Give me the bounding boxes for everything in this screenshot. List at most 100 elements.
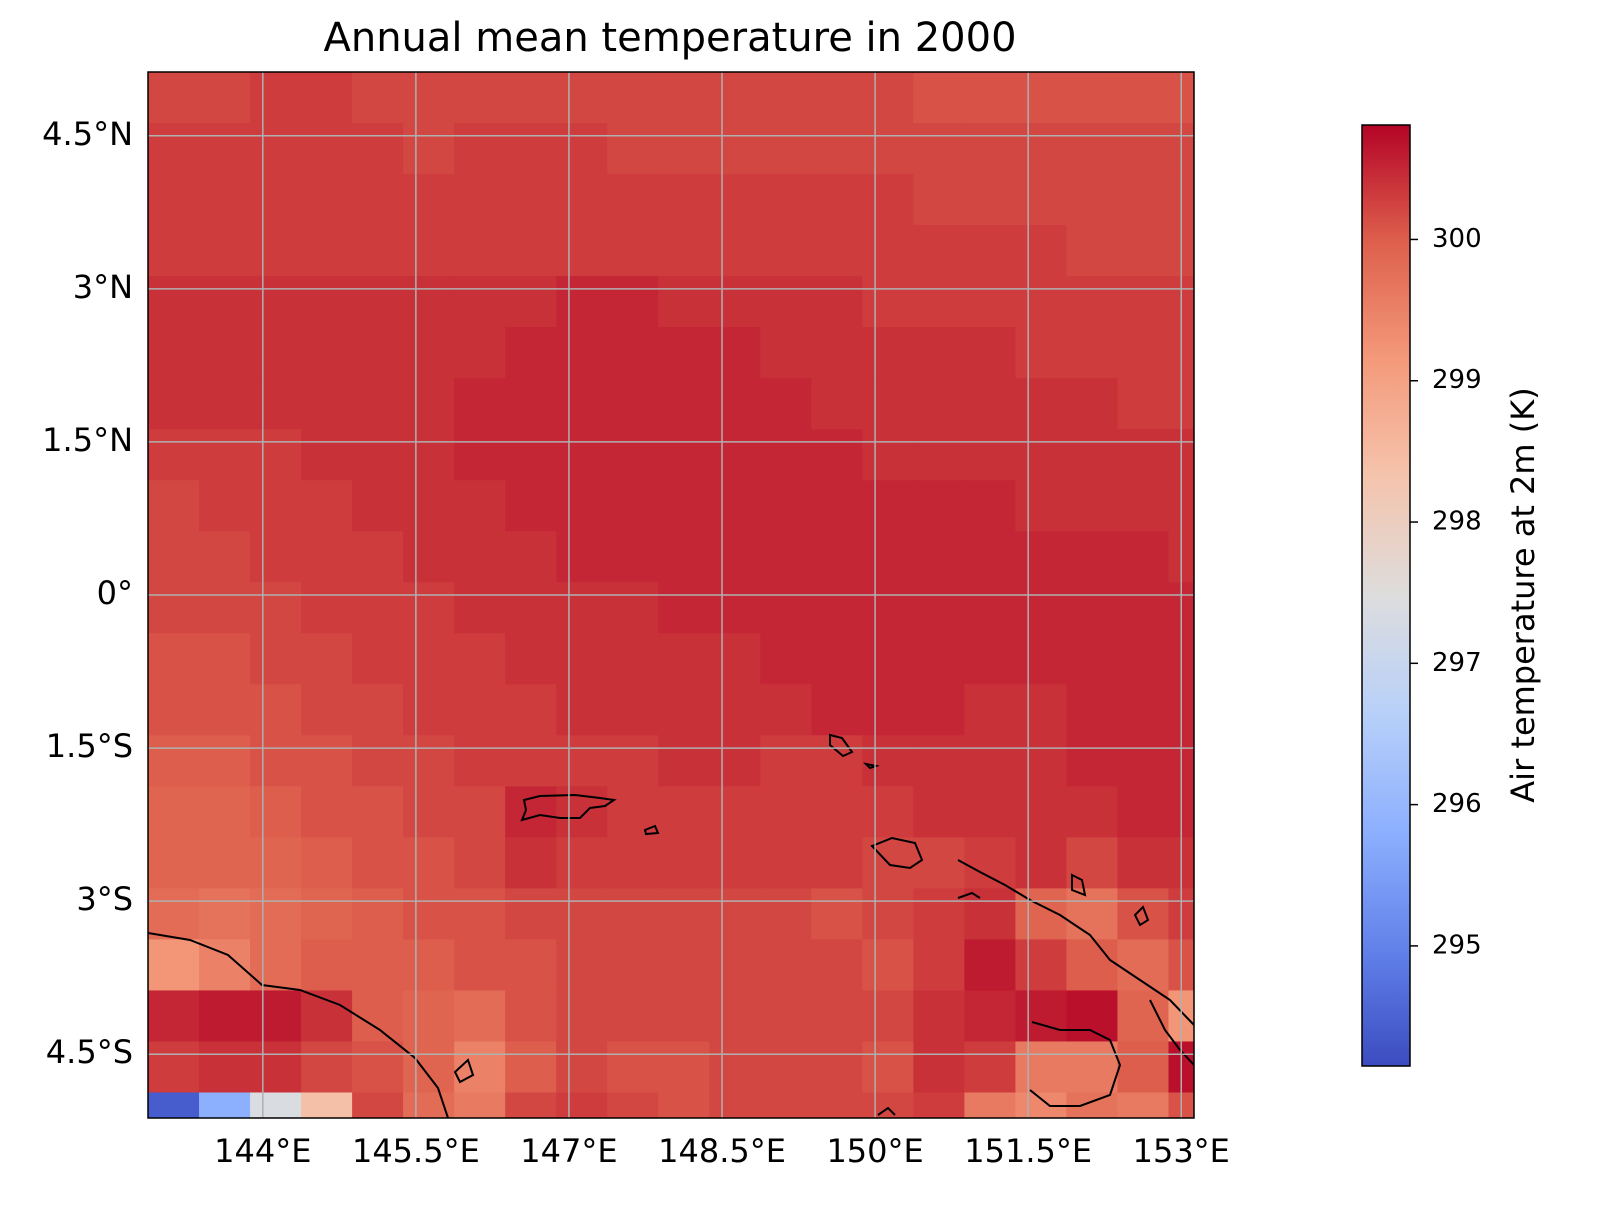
grid-cell	[403, 582, 455, 634]
grid-cell	[301, 225, 353, 277]
grid-cell	[505, 429, 557, 481]
grid-cell	[913, 1041, 965, 1094]
grid-cell	[862, 123, 914, 175]
grid-cell	[556, 327, 608, 379]
grid-cell	[658, 786, 710, 838]
grid-cell	[454, 735, 506, 787]
grid-cell	[658, 174, 710, 226]
grid-cell	[811, 327, 863, 379]
grid-cell	[709, 1041, 761, 1094]
grid-cell	[811, 531, 863, 583]
grid-cell	[1117, 786, 1170, 838]
grid-cell	[505, 786, 557, 838]
grid-cell	[964, 888, 1017, 941]
grid-cell	[811, 480, 863, 532]
grid-cell	[1117, 225, 1170, 277]
grid-cell	[199, 480, 251, 532]
grid-cell	[1066, 429, 1119, 481]
grid-cell	[148, 429, 200, 481]
grid-cell	[607, 735, 659, 787]
grid-cell	[199, 582, 251, 634]
grid-cell	[352, 633, 404, 685]
grid-cell	[199, 888, 251, 941]
grid-cell	[1066, 990, 1119, 1043]
grid-cell	[1117, 72, 1170, 124]
grid-cell	[505, 735, 557, 787]
grid-cell	[913, 888, 965, 941]
grid-cell	[505, 582, 557, 634]
grid-cell	[301, 684, 353, 736]
grid-cell	[1066, 888, 1119, 941]
grid-cell	[964, 837, 1017, 889]
grid-cell	[505, 378, 557, 430]
grid-cell	[607, 888, 659, 941]
grid-cell	[913, 378, 965, 430]
grid-cell	[250, 1041, 302, 1094]
grid-cell	[505, 1092, 557, 1118]
grid-cell	[301, 786, 353, 838]
grid-cell	[148, 633, 200, 685]
grid-cell	[505, 225, 557, 277]
grid-cell	[760, 72, 812, 124]
grid-cell	[760, 888, 812, 941]
grid-cell	[862, 990, 914, 1043]
grid-cell	[556, 480, 608, 532]
grid-cell	[403, 72, 455, 124]
grid-cell	[454, 480, 506, 532]
grid-cell	[505, 990, 557, 1043]
grid-cell	[403, 429, 455, 481]
grid-cell	[1015, 990, 1068, 1043]
grid-cell	[556, 174, 608, 226]
grid-cell	[352, 990, 404, 1043]
grid-cell	[1117, 684, 1170, 736]
grid-cell	[250, 174, 302, 226]
grid-cell	[199, 276, 251, 328]
grid-cell	[1066, 72, 1119, 124]
grid-cell	[1066, 684, 1119, 736]
grid-cell	[964, 990, 1017, 1043]
grid-cell	[964, 531, 1017, 583]
coastlines	[148, 733, 1194, 1118]
grid-cell	[760, 735, 812, 787]
grid-cell	[1117, 480, 1170, 532]
grid-cell	[913, 429, 965, 481]
grid-cell	[556, 939, 608, 992]
grid-cell	[964, 123, 1017, 175]
grid-cell	[250, 429, 302, 481]
coastline	[862, 762, 880, 770]
grid-cell	[148, 1092, 200, 1118]
grid-cell	[403, 123, 455, 175]
grid-cell	[1117, 633, 1170, 685]
grid-cell	[1015, 480, 1068, 532]
grid-cell	[913, 837, 965, 889]
grid-cell	[913, 480, 965, 532]
grid-cell	[505, 123, 557, 175]
grid-cell	[964, 786, 1017, 838]
grid-cell	[913, 939, 965, 992]
grid-cell	[658, 276, 710, 328]
grid-cell	[862, 888, 914, 941]
grid-cell	[352, 327, 404, 379]
grid-cell	[1117, 378, 1170, 430]
grid-cell	[964, 480, 1017, 532]
grid-cell	[199, 837, 251, 889]
grid-cell	[454, 990, 506, 1043]
grid-cell	[913, 735, 965, 787]
grid-cell	[403, 888, 455, 941]
coastline	[520, 793, 617, 822]
grid-cell	[1066, 174, 1119, 226]
grid-cell	[1015, 531, 1068, 583]
grid-cell	[556, 429, 608, 481]
grid-cell	[403, 531, 455, 583]
grid-cell	[403, 1041, 455, 1094]
grid-cell	[862, 72, 914, 124]
colorbar-label: Air temperature at 2m (K)	[1504, 387, 1542, 802]
grid-cell	[607, 480, 659, 532]
y-tick-label: 1.5°S	[46, 727, 133, 765]
grid-cell	[403, 633, 455, 685]
grid-cell	[964, 327, 1017, 379]
grid-cell	[964, 939, 1017, 992]
grid-cell	[403, 276, 455, 328]
grid-cell	[862, 480, 914, 532]
grid-cell	[352, 174, 404, 226]
